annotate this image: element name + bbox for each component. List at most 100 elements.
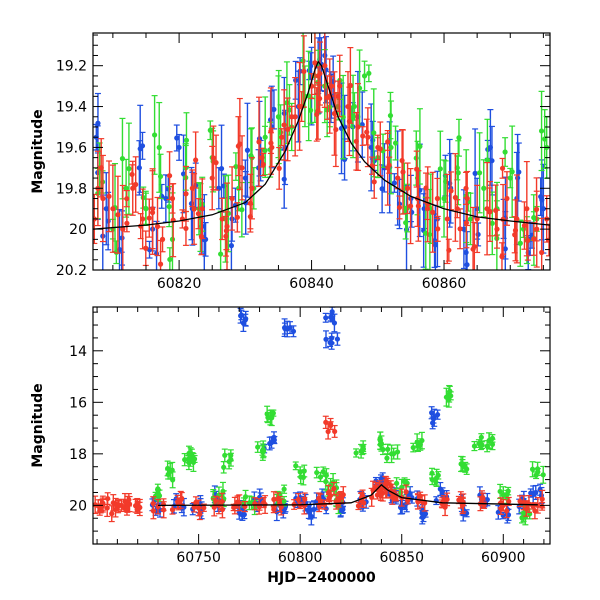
data-point [290,325,297,338]
data-point [478,441,485,451]
data-point [123,214,130,233]
y-tick-label: 20.2 [56,263,87,279]
data-point [502,137,509,167]
data-point [270,505,277,514]
data-point [475,222,482,247]
data-point [407,168,414,245]
data-point [421,494,428,512]
data-point [150,502,157,520]
data-point [311,33,318,96]
data-point [284,97,291,162]
data-point [447,391,454,401]
data-point [413,150,420,188]
series-1 [152,384,547,526]
data-point [341,138,348,181]
data-point [529,502,536,510]
axes-frame [92,306,551,545]
data-point [325,423,332,440]
data-point [198,217,205,256]
data-point [393,477,400,490]
data-point [234,202,241,233]
model-curve [157,483,538,507]
data-point [327,417,334,431]
data-point [329,314,336,323]
data-point [364,107,371,168]
x-tick-label: 60860 [422,276,467,292]
data-point [365,64,372,83]
data-point [394,444,401,460]
data-point [533,177,540,242]
data-point [415,170,422,242]
data-point [353,448,360,458]
data-point [142,230,149,267]
data-point [359,445,366,456]
data-point [292,77,299,157]
data-point [370,88,377,178]
data-point [472,128,479,219]
data-point [220,461,227,474]
data-point [471,221,478,270]
data-point [181,452,188,467]
y-tick-label: 19.8 [56,181,87,197]
data-point [296,61,303,151]
x-tick-label: 60820 [157,276,202,292]
data-point [499,157,506,179]
data-point [281,89,288,161]
data-point [292,461,299,471]
data-point [434,177,441,220]
data-point [537,483,544,496]
data-point [377,431,384,451]
data-point [281,484,288,494]
data-point [489,434,496,443]
axes-frame [92,32,551,271]
data-point [151,95,158,175]
data-point [301,492,308,507]
data-point [353,111,360,171]
data-point [104,492,111,505]
x-tick-label: 60800 [278,550,323,566]
data-point [157,239,164,270]
data-point [384,132,391,151]
data-point [332,92,339,168]
data-point [437,130,444,208]
data-point [219,500,226,519]
data-point [255,96,262,188]
data-point [399,129,406,215]
data-point [458,455,465,473]
data-point [503,171,510,226]
data-point [300,35,307,108]
data-point [112,501,119,518]
series-2 [93,33,550,270]
data-point [136,498,143,517]
data-point [457,491,464,509]
data-point [247,173,254,233]
data-point [363,118,370,146]
data-point [512,199,519,262]
data-point [323,330,330,349]
data-point [376,485,383,496]
data-point [229,166,236,231]
data-point [340,74,347,160]
data-point [166,151,173,201]
data-point [521,201,528,250]
data-point [234,495,241,509]
data-point [320,466,327,477]
data-point [109,164,116,253]
data-point [119,184,126,270]
model-curve [93,60,550,230]
data-point [383,453,390,464]
data-point [541,109,548,169]
data-point [391,173,398,193]
data-point [429,467,436,479]
data-point [200,503,207,512]
data-point [166,247,173,270]
data-point [534,461,541,476]
data-point [213,134,220,191]
data-point [478,433,485,442]
data-point [219,197,226,241]
data-point [498,242,505,270]
data-point [377,121,384,177]
data-point [420,511,427,523]
data-point [428,406,435,420]
